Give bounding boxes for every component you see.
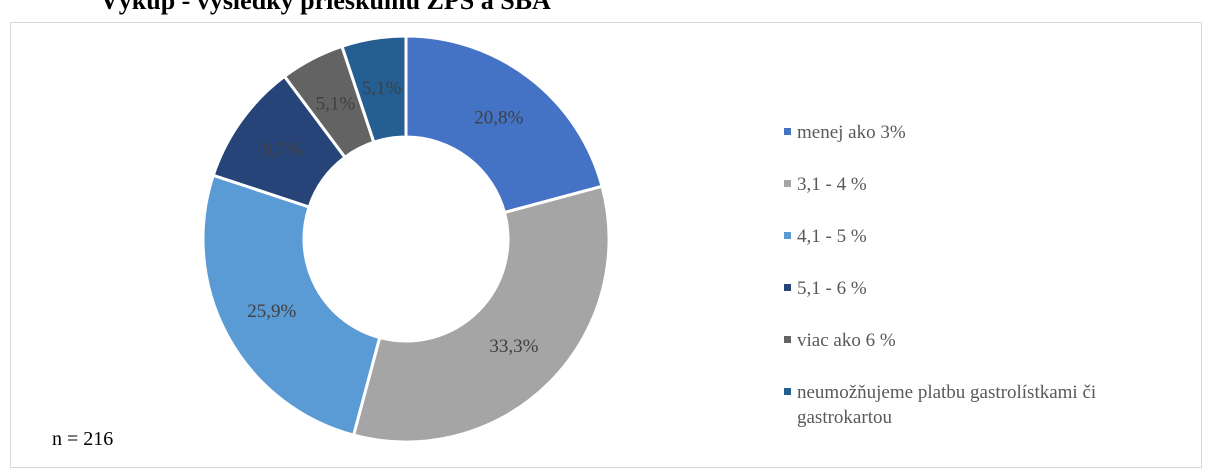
donut-slice-6 [340,34,408,145]
donut-slice-1 [404,34,604,215]
data-label-6: 5,1% [362,78,402,99]
legend-label-3: 4,1 - 5 % [797,226,867,247]
legend-label-6: neumožňujeme platbu gastrolístkami či ga… [797,382,1097,428]
chart-title: Výkup - výsledky prieskumu ZPS a SBA [100,0,551,15]
data-label-4: 9,7% [262,139,302,160]
legend-label-2: 3,1 - 4 % [797,174,867,195]
title-strip: Výkup - výsledky prieskumu ZPS a SBA [0,0,1210,22]
legend-label-1: menej ako 3% [797,122,906,143]
donut-slice-3 [201,173,382,437]
legend-label-5: viac ako 6 % [797,330,896,351]
data-label-2: 33,3% [489,336,538,357]
data-label-1: 20,8% [474,107,523,128]
legend-swatch-4 [784,284,791,291]
legend-swatch-5 [784,336,791,343]
chart-area [10,22,1202,468]
legend-swatch-6 [784,388,791,395]
legend-label-4: 5,1 - 6 % [797,278,867,299]
data-label-5: 5,1% [316,93,356,114]
legend-swatch-2 [784,180,791,187]
donut-slice-2 [351,184,611,444]
legend-swatch-1 [784,128,791,135]
data-label-3: 25,9% [247,301,296,322]
legend-swatch-3 [784,232,791,239]
sample-size-label: n = 216 [52,428,114,450]
